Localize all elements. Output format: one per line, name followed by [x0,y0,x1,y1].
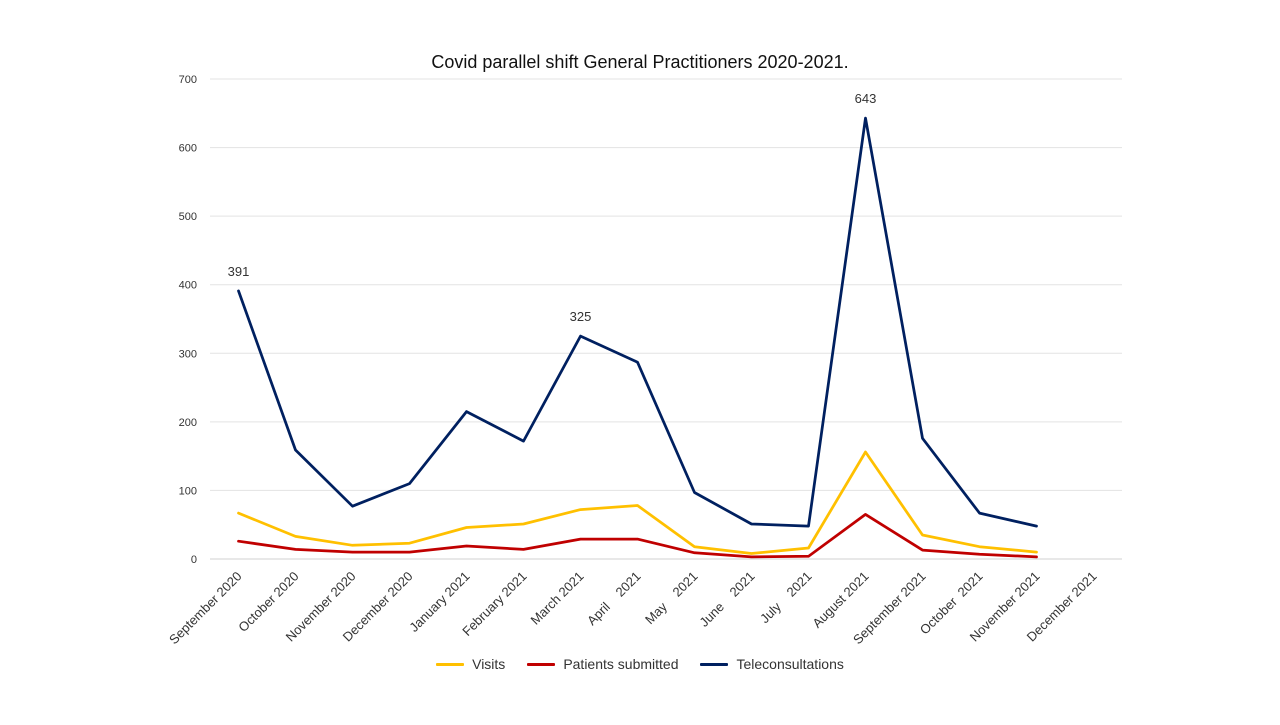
legend-item-visits: Visits [436,656,505,672]
legend-swatch-patients-submitted [527,662,556,666]
y-tick-label-200: 200 [179,417,197,429]
legend-label-teleconsultations: Teleconsultations [736,656,844,672]
x-tick-label-9: June 2021 [696,569,757,630]
y-tick-label-100: 100 [179,485,197,497]
legend-label-patients-submitted: Patients submitted [563,656,679,672]
legend-label-visits: Visits [472,656,506,672]
series-line-teleconsultations [237,116,1038,528]
y-tick-label-300: 300 [179,348,197,360]
chart-title: Covid parallel shift General Practitione… [431,52,849,72]
data-label-325: 325 [570,309,592,324]
legend-item-patients-submitted: Patients submitted [527,656,678,672]
x-tick-label-0: September 2020 [166,569,245,648]
series-line-visits [237,450,1038,555]
x-tick-label-6: March 2021 [527,569,586,628]
y-tick-label-500: 500 [179,211,197,223]
legend-item-teleconsultations: Teleconsultations [700,656,844,672]
x-tick-label-7: April 2021 [584,569,644,629]
x-tick-label-8: May 2021 [642,569,701,628]
data-label-391: 391 [228,264,250,279]
legend-swatch-teleconsultations [700,662,729,666]
chart-legend: Visits Patients submitted Teleconsultati… [0,656,1280,672]
data-label-643: 643 [855,91,877,106]
y-tick-label-600: 600 [179,143,197,155]
legend-swatch-visits [436,662,465,666]
x-tick-label-11: August 2021 [809,569,871,631]
x-tick-label-10: July 2021 [757,569,815,627]
y-tick-label-400: 400 [179,280,197,292]
y-tick-label-700: 700 [179,74,197,86]
y-tick-label-0: 0 [191,554,197,566]
series-line-patients-submitted [237,513,1038,559]
